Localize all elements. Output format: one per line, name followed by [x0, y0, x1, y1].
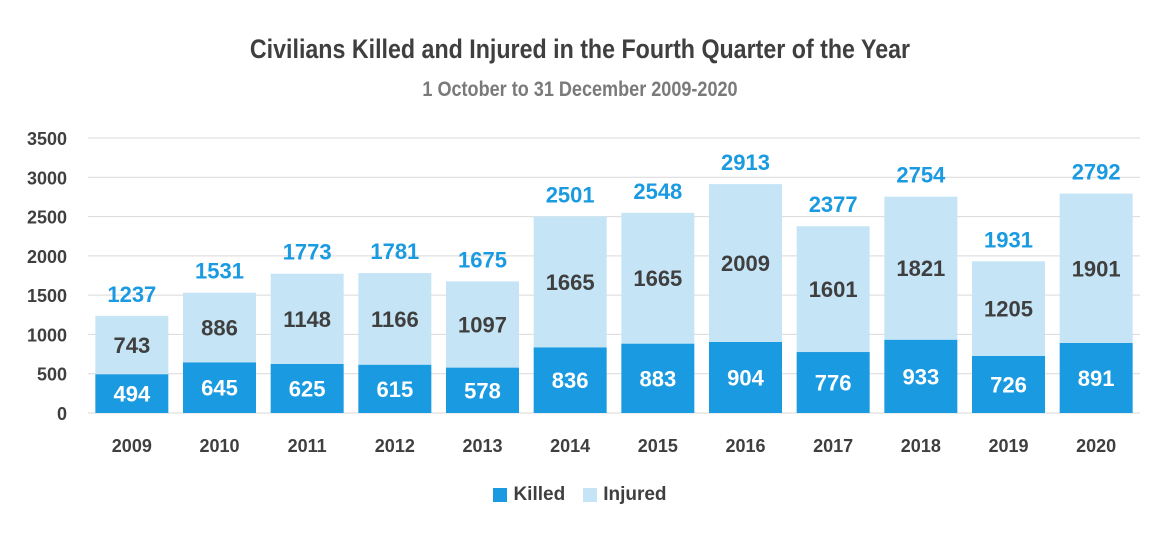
data-label-killed: 625 — [289, 376, 326, 401]
bar-killed — [183, 362, 256, 413]
bar-killed — [270, 363, 344, 413]
x-tick-label: 2012 — [375, 436, 415, 456]
chart-title: Civilians Killed and Injured in the Four… — [249, 34, 911, 64]
legend-item-injured: Injured — [583, 484, 667, 506]
bar-killed — [533, 347, 607, 413]
x-tick-label: 2017 — [813, 436, 853, 456]
legend-label-killed: Killed — [513, 484, 566, 505]
data-label-injured: 1665 — [546, 270, 595, 295]
data-label-injured: 1097 — [458, 312, 507, 337]
bar-injured — [621, 212, 695, 344]
data-label-injured: 2009 — [721, 251, 770, 276]
data-label-total: 2501 — [546, 182, 595, 207]
legend-swatch-killed — [493, 488, 508, 502]
bar-injured — [183, 292, 256, 363]
data-label-injured: 743 — [113, 333, 150, 358]
data-label-killed: 615 — [376, 377, 413, 402]
bar-injured — [270, 273, 344, 364]
data-label-injured: 1665 — [633, 266, 682, 291]
y-tick-label: 500 — [37, 365, 67, 385]
data-label-killed: 726 — [990, 372, 1027, 397]
bar-killed — [1059, 342, 1133, 413]
data-label-killed: 494 — [113, 382, 150, 407]
bar-injured — [709, 184, 782, 342]
x-tick-label: 2014 — [550, 436, 590, 456]
x-tick-label: 2011 — [288, 436, 327, 456]
bar-injured — [884, 196, 958, 340]
legend-label-injured: Injured — [603, 484, 667, 505]
data-label-killed: 776 — [815, 371, 852, 396]
x-tick-label: 2016 — [725, 436, 765, 456]
bar-injured — [358, 273, 432, 365]
data-label-injured: 1901 — [1072, 256, 1121, 281]
data-label-total: 2548 — [633, 179, 682, 204]
data-label-total: 1237 — [107, 282, 156, 307]
y-tick-label: 3500 — [27, 129, 67, 149]
y-tick-label: 1000 — [27, 325, 67, 345]
x-tick-label: 2020 — [1076, 436, 1116, 456]
bar-injured — [446, 281, 519, 368]
legend-item-killed: Killed — [493, 484, 565, 506]
x-tick-label: 2009 — [112, 436, 152, 456]
bar-injured — [796, 226, 870, 353]
data-label-killed: 891 — [1078, 366, 1115, 391]
x-tick-label: 2010 — [199, 436, 239, 456]
bar-killed — [709, 341, 782, 413]
data-label-total: 1675 — [458, 247, 507, 272]
data-label-injured: 886 — [201, 316, 238, 341]
bar-killed — [972, 355, 1045, 413]
chart-subtitle: 1 October to 31 December 2009-2020 — [422, 78, 738, 101]
data-label-injured: 1148 — [283, 307, 331, 332]
data-label-killed: 645 — [201, 376, 238, 401]
chart-legend: Killed Injured — [0, 484, 1160, 506]
x-tick-label: 2015 — [638, 436, 678, 456]
data-label-total: 2754 — [896, 163, 946, 188]
y-tick-label: 2500 — [27, 208, 67, 228]
bar-injured — [95, 315, 169, 375]
data-label-injured: 1205 — [984, 297, 1033, 322]
y-tick-label: 3000 — [27, 168, 67, 188]
bar-injured — [972, 261, 1045, 356]
data-label-killed: 883 — [639, 366, 676, 391]
bar-killed — [796, 352, 870, 413]
bar-killed — [95, 374, 169, 413]
data-label-killed: 578 — [464, 378, 501, 403]
bar-killed — [446, 367, 519, 413]
legend-swatch-injured — [583, 488, 598, 502]
y-tick-label: 2000 — [27, 247, 67, 267]
data-label-killed: 933 — [902, 364, 939, 389]
x-tick-label: 2018 — [901, 436, 941, 456]
data-label-injured: 1601 — [809, 277, 858, 302]
y-tick-label: 0 — [57, 404, 67, 424]
x-tick-label: 2019 — [988, 436, 1028, 456]
data-label-total: 2792 — [1072, 160, 1121, 185]
x-tick-label: 2013 — [462, 436, 502, 456]
data-label-total: 1773 — [283, 240, 332, 265]
data-label-killed: 836 — [552, 368, 589, 393]
y-tick-label: 1500 — [27, 286, 67, 306]
bar-killed — [884, 339, 958, 413]
data-label-total: 1931 — [984, 227, 1033, 252]
data-label-total: 1781 — [370, 239, 419, 264]
data-label-total: 1531 — [195, 259, 244, 284]
data-label-injured: 1821 — [896, 256, 945, 281]
bar-killed — [621, 343, 695, 413]
data-label-killed: 904 — [727, 365, 764, 390]
data-label-injured: 1166 — [371, 307, 419, 332]
bar-injured — [1059, 193, 1133, 343]
bar-injured — [533, 216, 607, 348]
bar-killed — [358, 364, 432, 413]
data-label-total: 2377 — [809, 192, 858, 217]
data-label-total: 2913 — [721, 150, 770, 175]
